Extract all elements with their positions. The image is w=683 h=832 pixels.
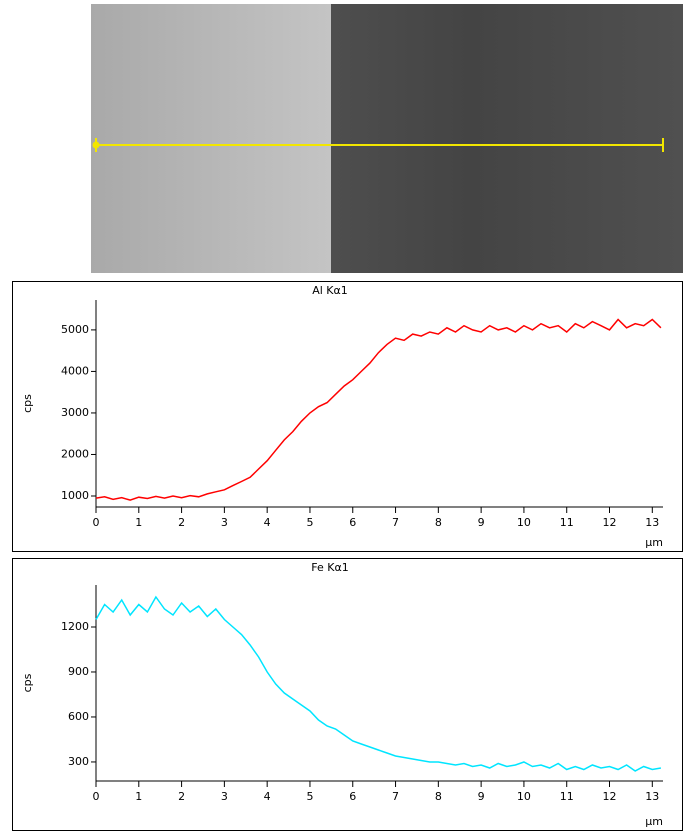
x-tick-label: 0 xyxy=(93,790,100,803)
x-tick-label: 8 xyxy=(435,516,442,529)
x-tick-label: 13 xyxy=(645,790,659,803)
y-tick-label: 300 xyxy=(68,755,89,768)
x-tick-label: 11 xyxy=(560,790,574,803)
y-tick-label: 5000 xyxy=(61,323,89,336)
y-axis-label: cps xyxy=(21,394,34,413)
chart-title: Al Kα1 xyxy=(312,284,348,297)
chart-frame xyxy=(12,281,683,552)
x-axis-label: µm xyxy=(645,536,663,549)
x-tick-label: 1 xyxy=(135,516,142,529)
x-tick-label: 6 xyxy=(349,516,356,529)
y-tick-label: 1000 xyxy=(61,489,89,502)
x-tick-label: 7 xyxy=(392,790,399,803)
x-tick-label: 2 xyxy=(178,516,185,529)
x-tick-label: 3 xyxy=(221,790,228,803)
x-tick-label: 13 xyxy=(645,516,659,529)
x-tick-label: 12 xyxy=(603,516,617,529)
x-tick-label: 5 xyxy=(306,516,313,529)
x-tick-label: 10 xyxy=(517,790,531,803)
x-tick-label: 9 xyxy=(478,516,485,529)
data-line xyxy=(95,318,662,501)
y-axis-label: cps xyxy=(21,673,34,692)
x-tick-label: 1 xyxy=(135,790,142,803)
x-tick-label: 6 xyxy=(349,790,356,803)
x-tick-label: 7 xyxy=(392,516,399,529)
bright-region xyxy=(91,4,331,273)
x-tick-label: 8 xyxy=(435,790,442,803)
chart-title: Fe Kα1 xyxy=(311,561,348,574)
x-tick-label: 9 xyxy=(478,790,485,803)
x-tick-label: 2 xyxy=(178,790,185,803)
x-tick-label: 10 xyxy=(517,516,531,529)
y-tick-label: 3000 xyxy=(61,406,89,419)
chart-frame xyxy=(12,558,683,831)
y-tick-label: 4000 xyxy=(61,364,89,377)
x-tick-label: 4 xyxy=(264,790,271,803)
x-tick-label: 4 xyxy=(264,516,271,529)
scan-start xyxy=(92,141,100,149)
x-tick-label: 0 xyxy=(93,516,100,529)
dark-region xyxy=(331,4,683,273)
y-tick-label: 600 xyxy=(68,710,89,723)
y-tick-label: 2000 xyxy=(61,447,89,460)
y-tick-label: 900 xyxy=(68,665,89,678)
x-tick-label: 12 xyxy=(603,790,617,803)
y-tick-label: 1200 xyxy=(61,620,89,633)
x-tick-label: 3 xyxy=(221,516,228,529)
x-tick-label: 11 xyxy=(560,516,574,529)
sem-image xyxy=(91,4,683,273)
data-line xyxy=(95,595,662,772)
x-tick-label: 5 xyxy=(306,790,313,803)
x-axis-label: µm xyxy=(645,815,663,828)
